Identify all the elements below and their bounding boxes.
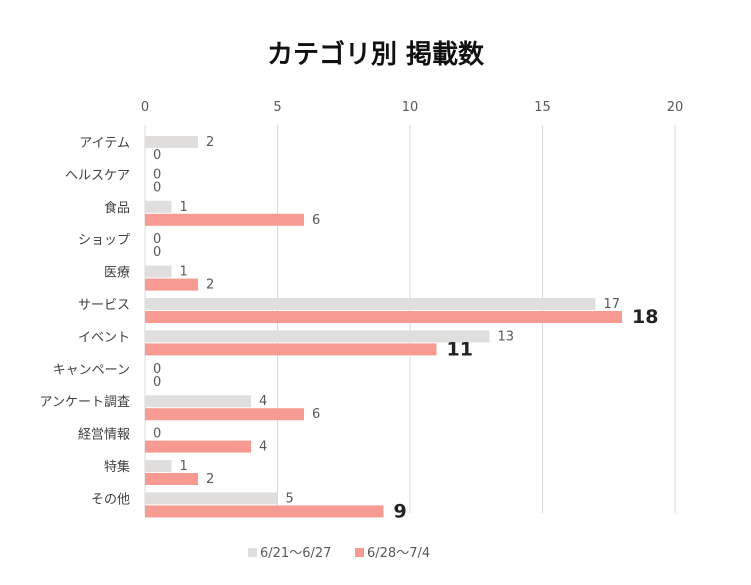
data-label: 1	[180, 265, 188, 280]
category-label: 食品	[104, 200, 130, 216]
category-label: その他	[91, 492, 130, 507]
category-label: アイテム	[79, 136, 130, 151]
data-label: 0	[153, 375, 161, 390]
category-label: 医療	[104, 266, 130, 281]
data-label: 11	[447, 338, 473, 360]
bar-series-2	[145, 505, 384, 518]
bar-series-1	[145, 265, 172, 278]
data-label: 2	[206, 278, 214, 293]
x-tick-label: 10	[402, 100, 419, 115]
data-label: 0	[153, 232, 161, 247]
data-label: 4	[259, 394, 267, 409]
x-tick-label: 20	[667, 100, 684, 115]
category-label: イベント	[78, 330, 130, 345]
bar-series-1	[145, 395, 251, 408]
data-label: 0	[153, 180, 161, 195]
legend-label: 6/21〜6/27	[260, 546, 331, 561]
data-label: 0	[153, 245, 161, 260]
data-label: 0	[153, 427, 161, 442]
category-label: サービス	[78, 298, 130, 313]
data-label: 18	[632, 306, 658, 328]
x-axis-ticks: 0 5 10 15 20	[141, 100, 683, 115]
data-label: 13	[498, 329, 515, 344]
data-label: 2	[206, 472, 214, 487]
category-label: 経営情報	[78, 428, 130, 443]
data-label: 0	[153, 362, 161, 377]
data-label: 4	[259, 440, 267, 455]
x-tick-label: 0	[141, 100, 149, 115]
bar-series-1	[145, 200, 172, 213]
data-label: 1	[180, 459, 188, 474]
bar-series-2	[145, 473, 198, 485]
bar-series-2	[145, 440, 251, 453]
x-tick-label: 15	[534, 100, 551, 115]
x-tick-label: 5	[273, 100, 281, 115]
bar-series-2	[145, 408, 304, 421]
bar-series-1	[145, 492, 278, 505]
bar-series-2	[145, 213, 304, 226]
category-label: キャンペーン	[53, 363, 130, 378]
data-label: 0	[153, 167, 161, 182]
data-label: 9	[394, 500, 407, 522]
bar-series-1	[145, 298, 596, 310]
legend-swatch	[355, 548, 364, 557]
data-label: 5	[286, 491, 294, 506]
category-label: ヘルスケア	[65, 168, 130, 183]
legend-swatch	[248, 548, 257, 557]
category-label: ショップ	[78, 233, 130, 248]
category-label: アンケート調査	[40, 395, 130, 410]
data-label: 17	[604, 297, 621, 312]
data-label: 6	[312, 407, 320, 422]
bar-series-2	[145, 311, 622, 323]
bar-series-2	[145, 278, 198, 291]
category-label: 特集	[104, 459, 130, 475]
bar-series-1	[145, 330, 490, 343]
y-axis-categories: アイテムヘルスケア食品ショップ医療サービスイベントキャンペーンアンケート調査経営…	[40, 136, 130, 507]
bar-series-1	[145, 136, 198, 148]
data-label: 2	[206, 135, 214, 150]
bars	[145, 136, 622, 518]
bar-series-1	[145, 460, 172, 472]
chart-title: カテゴリ別 掲載数	[266, 40, 485, 70]
legend-label: 6/28〜7/4	[367, 546, 430, 561]
data-label: 0	[153, 148, 161, 163]
legend: 6/21〜6/27 6/28〜7/4	[248, 546, 430, 561]
data-label: 6	[312, 213, 320, 228]
data-label: 1	[180, 200, 188, 215]
bar-series-2	[145, 343, 437, 356]
